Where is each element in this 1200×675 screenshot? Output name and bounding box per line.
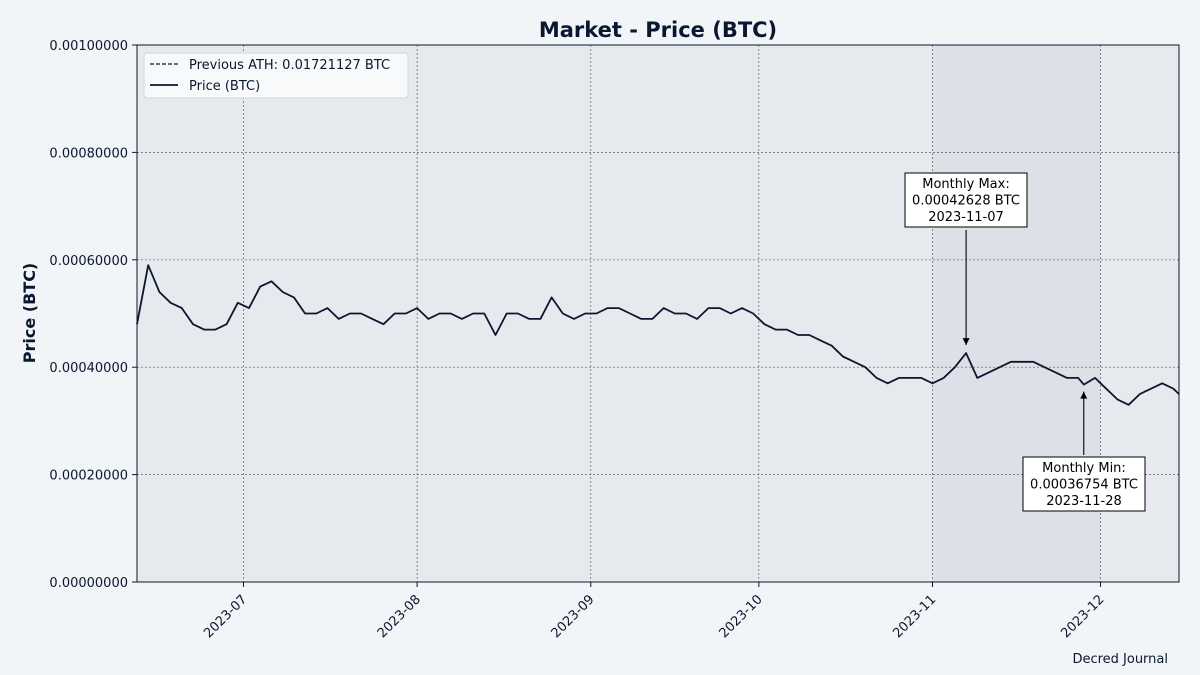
y-tick-label: 0.00040000 xyxy=(49,361,128,376)
annotation-max-text: Monthly Max: xyxy=(922,177,1009,192)
annotation-min-text: 2023-11-28 xyxy=(1046,494,1122,509)
x-tick-label: 2023-11 xyxy=(890,592,939,641)
x-tick-label: 2023-07 xyxy=(201,592,250,641)
annotation-min-box xyxy=(1022,456,1146,512)
annotation-max-text: 2023-11-07 xyxy=(928,210,1004,225)
footer-credit: Decred Journal xyxy=(1072,652,1168,667)
legend-box xyxy=(143,52,409,99)
y-tick-label: 0.00100000 xyxy=(49,39,128,54)
y-tick-label: 0.00080000 xyxy=(49,146,128,161)
x-tick-label: 2023-08 xyxy=(375,592,424,641)
annotation-min-text: 0.00036754 BTC xyxy=(1030,478,1138,493)
annotation-min-arrowhead xyxy=(1080,391,1088,399)
x-tick-label: 2023-12 xyxy=(1058,592,1107,641)
annotation-max-box xyxy=(904,172,1028,228)
x-tick-label: 2023-10 xyxy=(717,592,766,641)
grid-layer xyxy=(137,45,1179,582)
legend: Previous ATH: 0.01721127 BTC Price (BTC) xyxy=(143,52,409,99)
plot-frame xyxy=(136,44,1180,583)
annotation-max-arrowhead xyxy=(962,338,970,346)
annotation-min-text: Monthly Min: xyxy=(1042,461,1126,476)
x-tick-label: 2023-09 xyxy=(549,592,598,641)
chart-title: Market - Price (BTC) xyxy=(539,18,777,42)
annotation-max-text: 0.00042628 BTC xyxy=(912,194,1020,209)
legend-price-label: Price (BTC) xyxy=(189,79,260,94)
y-tick-label: 0.00000000 xyxy=(49,576,128,591)
price-series-line xyxy=(136,264,1180,406)
y-tick-label: 0.00020000 xyxy=(49,469,128,484)
y-axis-label: Price (BTC) xyxy=(20,263,39,363)
series-layer xyxy=(136,264,1180,406)
legend-ath-label: Previous ATH: 0.01721127 BTC xyxy=(189,58,390,73)
y-tick-label: 0.00060000 xyxy=(49,254,128,269)
